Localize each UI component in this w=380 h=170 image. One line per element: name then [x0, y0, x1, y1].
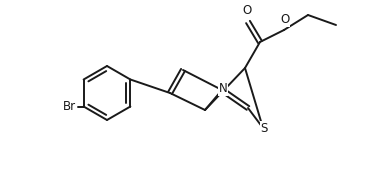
Text: N: N	[218, 82, 227, 96]
Text: S: S	[260, 122, 268, 134]
Text: O: O	[242, 4, 252, 17]
Text: O: O	[280, 13, 290, 26]
Text: Br: Br	[62, 100, 76, 113]
